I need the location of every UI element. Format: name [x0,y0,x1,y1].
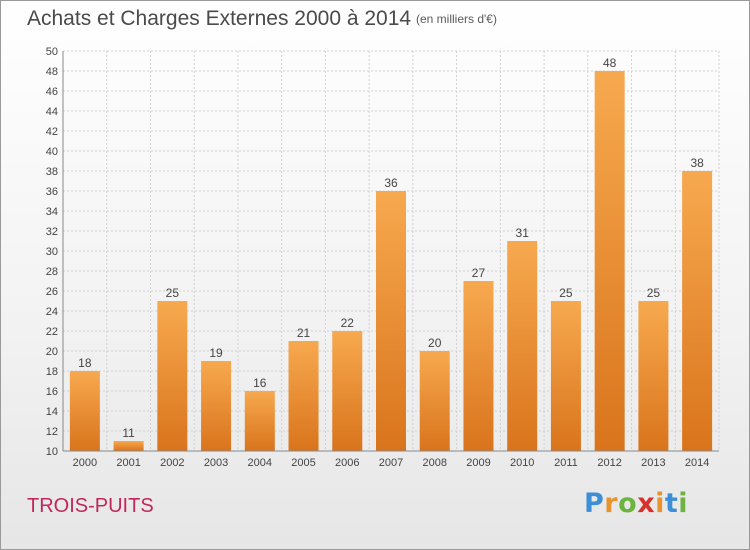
bar-value-label: 36 [384,176,398,190]
logo-letter: i [678,488,689,519]
bar-value-label: 16 [253,376,267,390]
bar [157,301,188,451]
y-tick-label: 24 [46,306,58,318]
y-tick-label: 46 [46,86,58,98]
x-tick-label: 2002 [160,457,184,469]
logo-letter: i [655,488,665,519]
x-tick-label: 2001 [116,457,140,469]
x-tick-label: 2008 [422,457,446,469]
bar-value-label: 18 [78,356,92,370]
bar-value-label: 25 [166,286,180,300]
y-tick-label: 44 [46,106,58,118]
x-tick-label: 2004 [248,457,272,469]
bar [244,391,275,451]
bar [594,71,625,451]
commune-name: TROIS-PUITS [27,495,154,517]
chart-subtitle: (en milliers d'€) [416,12,497,26]
bar-value-label: 19 [209,346,223,360]
x-tick-label: 2006 [335,457,359,469]
bar [201,361,232,451]
bar [113,441,144,451]
x-tick-label: 2007 [379,457,403,469]
y-tick-label: 38 [46,166,58,178]
x-tick-label: 2005 [291,457,315,469]
bar [69,371,100,451]
y-tick-label: 10 [46,446,58,458]
y-tick-label: 32 [46,226,58,238]
bar [288,341,319,451]
y-tick-label: 16 [46,386,58,398]
bar [638,301,669,451]
x-tick-label: 2014 [685,457,709,469]
y-tick-label: 48 [46,66,58,78]
bar [419,351,450,451]
x-tick-label: 2000 [73,457,97,469]
chart-title: Achats et Charges Externes 2000 à 2014 [27,7,412,30]
x-tick-label: 2012 [597,457,621,469]
y-tick-label: 28 [46,266,58,278]
bar-value-label: 21 [297,326,311,340]
x-tick-label: 2011 [554,457,578,469]
logo-letter: r [604,488,619,519]
bar [507,241,538,451]
bar [463,281,494,451]
y-tick-label: 14 [46,406,58,418]
y-tick-label: 30 [46,246,58,258]
x-tick-label: 2009 [466,457,490,469]
bar-value-label: 27 [472,266,486,280]
bar-value-label: 48 [603,56,617,70]
x-tick-label: 2003 [204,457,228,469]
bar-value-label: 11 [122,426,135,440]
bar [550,301,581,451]
logo-letter: P [584,488,605,519]
y-tick-label: 34 [46,206,58,218]
bar-value-label: 20 [428,336,442,350]
bar [332,331,363,451]
bar [376,191,406,451]
y-tick-label: 22 [46,326,58,338]
logo-letter: t [664,488,679,519]
bar-value-label: 31 [516,226,530,240]
y-tick-label: 40 [46,146,58,158]
bar [682,171,713,451]
y-tick-label: 36 [46,186,58,198]
y-tick-label: 42 [46,126,58,138]
y-tick-label: 12 [46,426,58,438]
bar-value-label: 25 [647,286,661,300]
y-tick-label: 26 [46,286,58,298]
x-tick-label: 2013 [641,457,665,469]
x-tick-label: 2010 [510,457,534,469]
y-tick-label: 50 [46,46,58,58]
bar-value-label: 22 [341,316,355,330]
logo-letter: o [618,488,638,519]
proxiti-logo: Proxiti [584,488,688,519]
y-tick-label: 20 [46,346,58,358]
bar-value-label: 25 [559,286,573,300]
y-tick-label: 18 [46,366,58,378]
logo-letter: x [637,488,656,519]
bar-value-label: 38 [690,156,704,170]
